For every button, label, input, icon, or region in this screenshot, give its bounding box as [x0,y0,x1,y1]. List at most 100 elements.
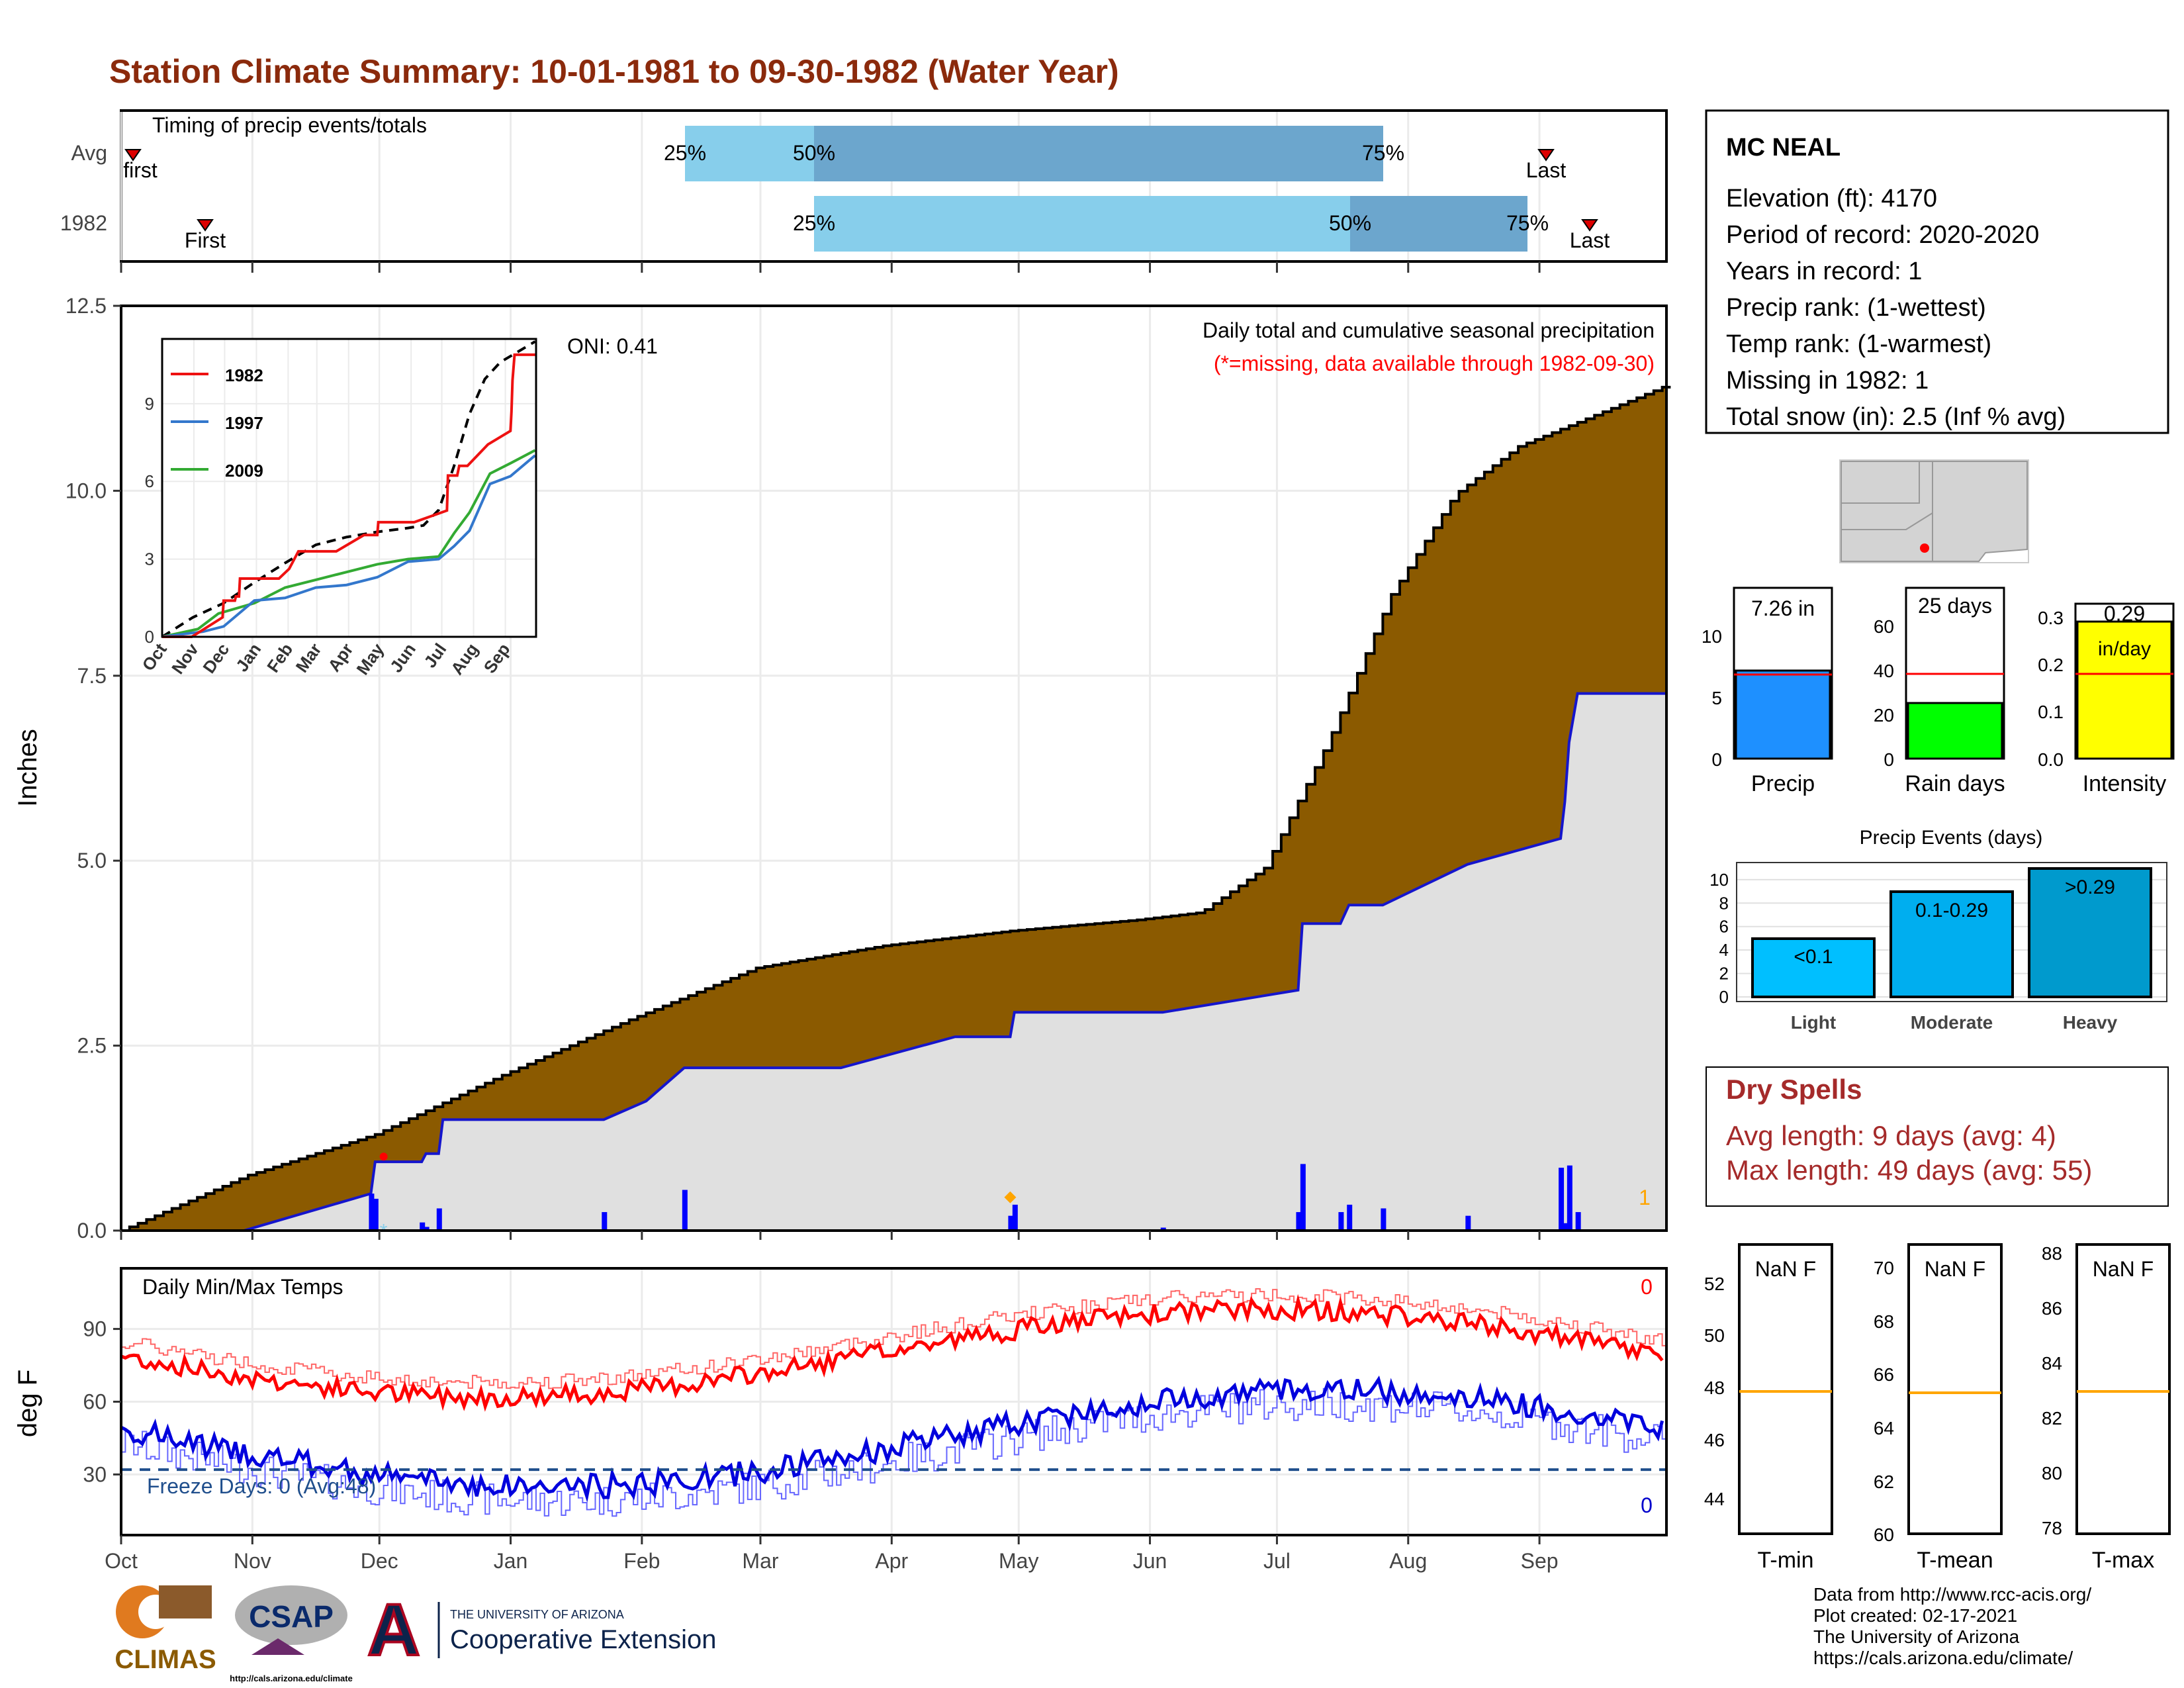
station-name: MC NEAL [1726,134,1841,162]
footer-line-1: Data from http://www.rcc-acis.org/ [1813,1584,2091,1605]
tmin-panel: NaN F T-min 44 46 48 50 52 [1704,1243,1833,1573]
precip-bar-panel: 7.26 in Precip 0 5 10 [1702,586,1833,796]
tmin-avg-line [121,1387,1666,1517]
year-q25-q50-bar [814,196,1350,252]
daily-precip-bar [602,1212,608,1231]
station-line-3: Years in record: 1 [1726,258,1922,285]
events-cat-heavy: Heavy [2063,1012,2118,1033]
locator-map [1839,459,2029,563]
csap-url: http://cals.arizona.edu/climate [230,1673,353,1683]
year-q50-label: 50% [1329,211,1371,235]
timing-title: Timing of precip events/totals [152,113,427,137]
tmax-tick-84: 84 [2042,1353,2062,1374]
timing-row-avg: Avg [71,141,107,165]
tmin-missing-count: 0 [1641,1493,1653,1517]
year-q50-q75-bar [1350,196,1527,252]
tmean-label: T-mean [1917,1548,1993,1573]
inset-y-tick: 3 [145,549,154,569]
events-y-tick: 6 [1719,917,1729,937]
missing-data-marker [379,1152,388,1161]
dry-spells-max: Max length: 49 days (avg: 55) [1726,1154,2092,1186]
month-label: Jan [494,1549,528,1573]
temps-title: Daily Min/Max Temps [142,1275,343,1299]
missing-note: (*=missing, data available through 1982-… [1214,352,1655,375]
daily-precip-bar [1296,1212,1302,1231]
daily-precip-bar [682,1190,688,1231]
daily-precip-bar [1338,1212,1344,1231]
ua-logo-bottom: Cooperative Extension [450,1625,716,1654]
inset-avg-line [161,340,536,638]
intensity-tick-2: 0.2 [2038,655,2064,675]
temps-y-tick-label: 60 [83,1390,107,1414]
tmin-label: T-min [1758,1548,1814,1573]
map-region-south [1841,512,1933,562]
month-label: Oct [105,1549,138,1573]
tmin-value: NaN F [1755,1257,1816,1281]
avg-q50-label: 50% [793,141,835,165]
raindays-bar [1907,702,2003,760]
inset-frame [161,338,537,638]
tmax-line [120,1293,1664,1412]
temps-y-label: deg F [13,1370,42,1437]
csap-cloud [235,1585,347,1645]
events-y-tick: 8 [1719,893,1729,913]
daily-precip-bar [1563,1223,1569,1231]
inset-y-tick: 6 [145,471,154,491]
avg-first-label: first [123,158,158,182]
oni-label: ONI: 0.41 [567,334,658,358]
timing-panel: Timing of precip events/totals Avg 1982 … [60,109,1668,273]
avg-q75-label: 75% [1362,141,1404,165]
temps-y-axis: 30 60 90 [83,1317,121,1486]
month-label: Aug [1389,1549,1427,1573]
inset-y-axis: 0 3 6 9 [145,394,154,647]
tmax-avg-line [121,1288,1666,1389]
tmean-frame [1907,1243,2003,1535]
dry-spells-box [1706,1066,2169,1207]
inset-legend-1997: 1997 [225,413,263,433]
station-line-6: Missing in 1982: 1 [1726,367,1929,395]
tmax-frame [2075,1243,2171,1535]
daily-precip-bar [1008,1215,1014,1231]
tmax-missing-count: 0 [1641,1275,1653,1299]
daily-precip-bar [436,1208,442,1231]
csap-mountain [251,1638,304,1655]
daily-precip-bar [424,1227,430,1231]
csap-logo: CSAP http://cals.arizona.edu/climate [230,1585,353,1683]
precip-y-label: Inches [13,729,42,807]
precip-bar [1735,669,1831,760]
precip-y-tick-label: 10.0 [66,479,107,502]
station-box [1705,109,2169,434]
tmax-tick-80: 80 [2042,1463,2062,1483]
raindays-tick-0: 0 [1884,749,1894,770]
events-frame [1736,862,2167,1002]
precip-tick-5: 5 [1711,688,1722,708]
inset-legend-2009: 2009 [225,461,263,481]
raindays-bar-label: Rain days [1905,771,2005,796]
station-line-1: Elevation (ft): 4170 [1726,185,1937,212]
precip-frame [120,305,1668,1232]
events-bar-light-label: <0.1 [1794,946,1833,968]
intensity-tick-3: 0.3 [2038,608,2064,628]
map-region-nm [1932,461,2028,562]
footer-line-3: The University of Arizona [1813,1626,2020,1647]
month-label: Feb [623,1549,660,1573]
climas-logo: CLIMAS [114,1585,216,1674]
daily-precip-bar [1160,1227,1166,1231]
station-line-5: Temp rank: (1-warmest) [1726,330,1991,358]
tmean-value: NaN F [1925,1257,1985,1281]
avg-last-marker [1537,149,1555,162]
month-label: Apr [875,1549,908,1573]
inset-legend-1982: 1982 [225,365,263,385]
station-line-7: Total snow (in): 2.5 (Inf % avg) [1726,403,2066,431]
year-last-label: Last [1570,228,1610,252]
inset-y-tick: 0 [145,627,154,647]
events-cat-moderate: Moderate [1911,1012,1993,1033]
month-label: Jul [1263,1549,1291,1573]
cumulative-1982-area [121,692,1668,1232]
avg-last-label: Last [1526,158,1567,182]
ua-block-a: A [367,1589,420,1671]
tmean-tick-62: 62 [1874,1472,1894,1492]
tmin-line [120,1376,1664,1503]
climas-logo-text: CLIMAS [114,1645,216,1674]
